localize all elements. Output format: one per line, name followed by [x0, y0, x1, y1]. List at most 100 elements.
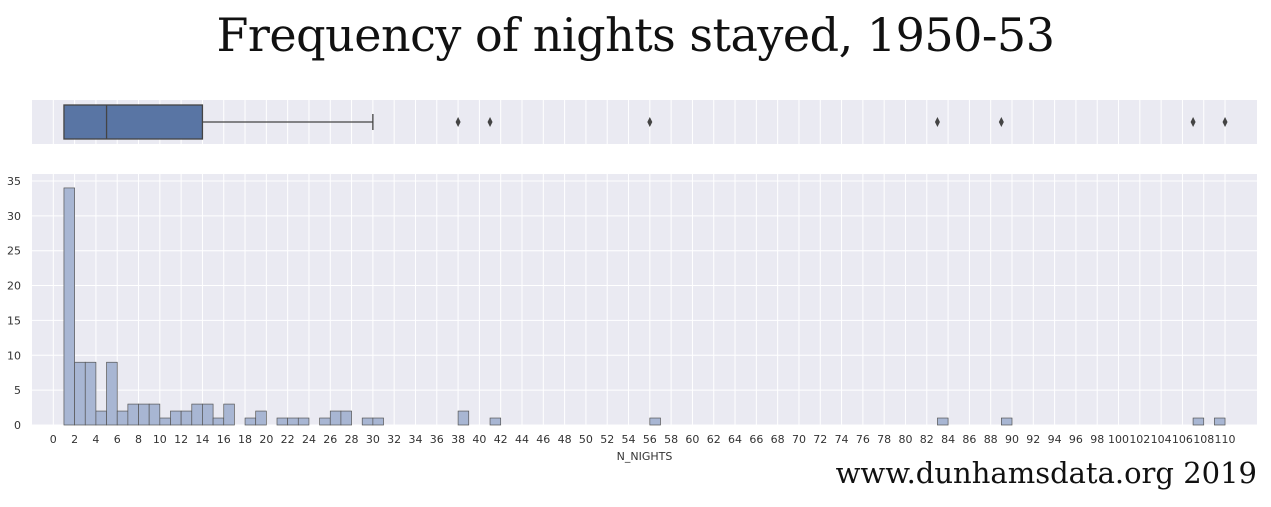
y-tick-label: 0: [14, 419, 21, 432]
histogram-bar: [244, 417, 257, 426]
x-tick-label: 90: [1005, 433, 1019, 446]
x-tick-label: 104: [1151, 433, 1172, 446]
x-tick-label: 34: [408, 433, 422, 446]
histogram-bar: [116, 410, 129, 426]
x-axis-label: N_NIGHTS: [617, 450, 673, 463]
x-tick-label: 28: [345, 433, 359, 446]
x-tick-label: 74: [835, 433, 849, 446]
x-tick-label: 52: [600, 433, 614, 446]
x-tick-label: 12: [174, 433, 188, 446]
x-tick-label: 16: [217, 433, 231, 446]
x-tick-label: 110: [1215, 433, 1236, 446]
x-tick-label: 64: [728, 433, 742, 446]
boxplot-box: [63, 104, 204, 140]
histogram-bar: [148, 403, 161, 426]
x-tick-label: 66: [749, 433, 763, 446]
histogram-bar: [457, 410, 470, 426]
x-tick-label: 82: [920, 433, 934, 446]
histogram-bar: [1192, 417, 1205, 426]
histogram-bar: [297, 417, 310, 426]
boxplot-outlier: [455, 117, 461, 127]
y-tick-label: 5: [14, 384, 21, 397]
x-tick-label: 106: [1172, 433, 1193, 446]
y-tick-label: 25: [7, 245, 21, 258]
x-tick-label: 88: [984, 433, 998, 446]
x-tick-label: 4: [92, 433, 99, 446]
histogram-bar: [63, 187, 75, 426]
histogram-bar: [489, 417, 502, 426]
boxplot-panel: [32, 100, 1257, 144]
histogram-bar: [74, 361, 86, 426]
histogram-bar: [1214, 417, 1226, 426]
y-tick-label: 35: [7, 175, 21, 188]
x-tick-label: 50: [579, 433, 593, 446]
histogram-bar: [372, 417, 384, 426]
x-tick-label: 100: [1108, 433, 1129, 446]
histogram-bar: [95, 410, 107, 426]
y-tick-label: 10: [7, 349, 21, 362]
x-tick-label: 56: [643, 433, 657, 446]
histogram-background: [32, 174, 1257, 425]
x-tick-label: 72: [813, 433, 827, 446]
x-tick-label: 98: [1090, 433, 1104, 446]
x-tick-label: 102: [1129, 433, 1150, 446]
x-tick-label: 60: [685, 433, 699, 446]
x-tick-label: 78: [877, 433, 891, 446]
y-tick-label: 20: [7, 280, 21, 293]
x-tick-label: 48: [558, 433, 572, 446]
x-tick-label: 108: [1193, 433, 1214, 446]
histogram-bar: [361, 417, 374, 426]
x-tick-label: 8: [135, 433, 142, 446]
x-tick-label: 92: [1026, 433, 1040, 446]
x-tick-label: 40: [472, 433, 486, 446]
x-tick-label: 86: [962, 433, 976, 446]
histogram-bar: [1000, 417, 1013, 426]
x-tick-label: 18: [238, 433, 252, 446]
x-tick-label: 6: [114, 433, 121, 446]
x-tick-label: 0: [50, 433, 57, 446]
histogram-bar: [191, 403, 203, 426]
histogram-bar: [84, 361, 97, 426]
x-tick-label: 24: [302, 433, 316, 446]
x-tick-label: 44: [515, 433, 529, 446]
boxplot-outlier: [934, 117, 940, 127]
x-tick-label: 30: [366, 433, 380, 446]
x-tick-label: 20: [259, 433, 273, 446]
x-tick-label: 22: [281, 433, 295, 446]
y-tick-label: 30: [7, 210, 21, 223]
x-tick-label: 76: [856, 433, 870, 446]
x-tick-label: 32: [387, 433, 401, 446]
chart-title: Frequency of nights stayed, 1950-53: [216, 8, 1055, 62]
boxplot-outlier: [487, 117, 493, 127]
histogram-bar: [287, 417, 299, 426]
y-tick-label: 15: [7, 314, 21, 327]
histogram-bar: [340, 410, 352, 426]
histogram-bar: [170, 410, 182, 426]
x-tick-label: 26: [323, 433, 337, 446]
boxplot-outlier: [1190, 117, 1196, 127]
x-tick-label: 62: [707, 433, 721, 446]
histogram-bar: [276, 417, 289, 426]
histogram-bar: [319, 417, 331, 426]
histogram-bar: [212, 417, 225, 426]
boxplot-outlier: [1222, 117, 1228, 127]
histogram-bar: [649, 417, 661, 426]
watermark: www.dunhamsdata.org 2019: [835, 456, 1257, 490]
boxplot-outlier: [998, 117, 1004, 127]
histogram-bar: [138, 403, 150, 426]
histogram-bar: [127, 403, 139, 426]
x-tick-label: 58: [664, 433, 678, 446]
x-tick-label: 70: [792, 433, 806, 446]
histogram-bar: [106, 361, 118, 426]
x-tick-label: 46: [536, 433, 550, 446]
x-tick-label: 54: [622, 433, 636, 446]
histogram-bar: [937, 417, 949, 426]
boxplot-outlier: [647, 117, 653, 127]
x-tick-label: 96: [1069, 433, 1083, 446]
x-tick-label: 14: [195, 433, 209, 446]
histogram-bar: [223, 403, 235, 426]
x-tick-label: 42: [494, 433, 508, 446]
x-tick-label: 84: [941, 433, 955, 446]
histogram-bar: [159, 417, 171, 426]
